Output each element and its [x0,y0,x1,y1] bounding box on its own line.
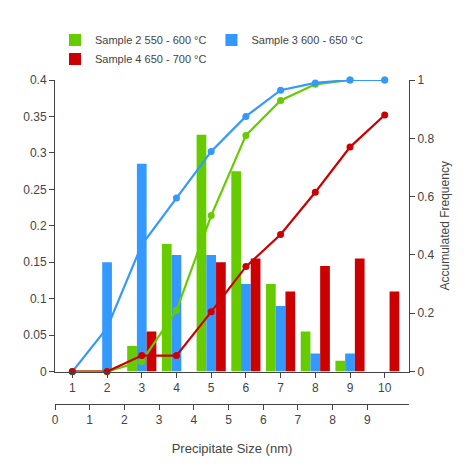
svg-text:0: 0 [40,365,47,379]
svg-text:Sample 2 550 - 600 °C: Sample 2 550 - 600 °C [95,34,206,46]
svg-text:1: 1 [417,73,424,87]
svg-text:5: 5 [208,381,215,395]
svg-text:6: 6 [243,381,250,395]
svg-text:Accumulated Frequency: Accumulated Frequency [438,161,452,290]
svg-text:0.15: 0.15 [23,255,47,269]
svg-text:0.35: 0.35 [23,110,47,124]
svg-text:0.6: 0.6 [417,190,434,204]
svg-text:9: 9 [347,381,354,395]
svg-text:1: 1 [86,413,93,427]
svg-text:0: 0 [417,365,424,379]
svg-text:7: 7 [277,381,284,395]
svg-text:0.25: 0.25 [23,183,47,197]
svg-text:Precipitate Size (nm): Precipitate Size (nm) [172,441,293,456]
svg-text:0.3: 0.3 [30,146,47,160]
svg-text:4: 4 [173,381,180,395]
svg-text:9: 9 [364,413,371,427]
svg-text:0.4: 0.4 [417,248,434,262]
svg-text:3: 3 [138,381,145,395]
svg-text:7: 7 [295,413,302,427]
svg-text:5: 5 [225,413,232,427]
svg-text:0.1: 0.1 [30,292,47,306]
svg-text:0.4: 0.4 [30,73,47,87]
svg-text:0: 0 [52,413,59,427]
svg-text:0.2: 0.2 [30,219,47,233]
svg-text:Sample 4 650 - 700 °C: Sample 4 650 - 700 °C [95,53,206,65]
svg-text:10: 10 [378,381,392,395]
svg-text:8: 8 [312,381,319,395]
svg-text:4: 4 [190,413,197,427]
svg-text:0.05: 0.05 [23,328,47,342]
svg-text:0.2: 0.2 [417,306,434,320]
svg-text:2: 2 [121,413,128,427]
svg-text:Sample 3 600 - 650 °C: Sample 3 600 - 650 °C [251,34,362,46]
svg-text:0.8: 0.8 [417,132,434,146]
svg-text:8: 8 [329,413,336,427]
svg-text:2: 2 [104,381,111,395]
svg-text:3: 3 [156,413,163,427]
svg-text:6: 6 [260,413,267,427]
svg-text:1: 1 [69,381,76,395]
